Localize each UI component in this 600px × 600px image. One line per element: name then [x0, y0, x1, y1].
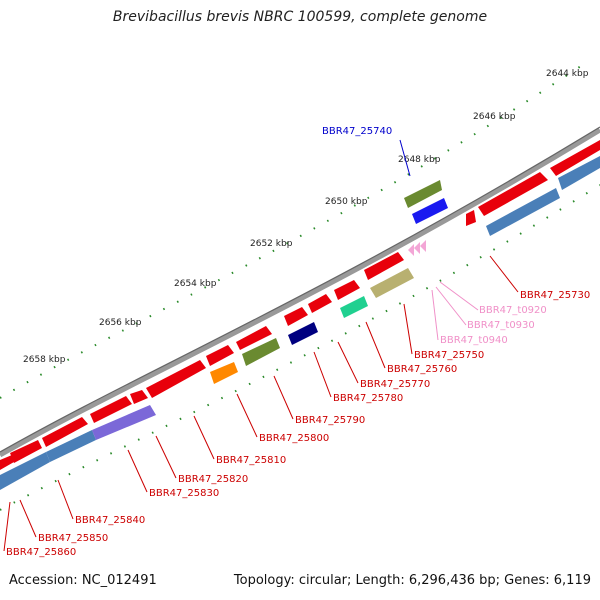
- gene-arrow[interactable]: [0, 455, 14, 470]
- gene-block-green[interactable]: [340, 296, 368, 318]
- gene-label[interactable]: BBR47_25810: [216, 455, 286, 466]
- gene-label-leader: [155, 435, 177, 479]
- gene-label[interactable]: BBR47_25750: [414, 350, 484, 361]
- gene-label-leader: [273, 375, 294, 420]
- gene-label-leader: [337, 341, 359, 384]
- gene-arrow[interactable]: [550, 140, 600, 176]
- feature-bar[interactable]: [486, 188, 560, 236]
- scale-label: 2654 kbp: [174, 279, 217, 289]
- gene-arrow[interactable]: [130, 390, 148, 404]
- gene-label[interactable]: BBR47_25730: [520, 290, 590, 301]
- genome-backbone: [0, 126, 600, 458]
- gene-block-olive2[interactable]: [242, 338, 280, 366]
- gene-label-leader: [489, 255, 519, 293]
- gene-label[interactable]: BBR47_25760: [387, 364, 457, 375]
- forward-genes[interactable]: [0, 140, 600, 470]
- gene-arrow[interactable]: [90, 396, 132, 423]
- gene-label[interactable]: BBR47_25770: [360, 379, 430, 390]
- gene-label[interactable]: BBR47_25780: [333, 393, 403, 404]
- scale-label: 2648 kbp: [398, 155, 441, 165]
- gene-arrow[interactable]: [364, 252, 404, 280]
- gene-arrow[interactable]: [466, 210, 476, 226]
- trna-marks[interactable]: [408, 240, 426, 256]
- gene-arrow[interactable]: [10, 440, 42, 463]
- map-title: Brevibacillus brevis NBRC 100599, comple…: [112, 9, 488, 25]
- scale-label: 2644 kbp: [546, 69, 589, 79]
- gene-label-leader: [399, 139, 411, 177]
- gene-block-olive[interactable]: [404, 180, 442, 208]
- gene-label[interactable]: BBR47_25850: [38, 533, 108, 544]
- gene-arrow[interactable]: [206, 345, 234, 366]
- feature-bar[interactable]: [92, 405, 156, 440]
- gene-label-leader: [313, 351, 332, 398]
- gene-arrow[interactable]: [284, 307, 308, 326]
- trna-arrow[interactable]: [414, 242, 420, 254]
- gene-label[interactable]: BBR47_t0920: [479, 305, 547, 316]
- gene-block-khaki[interactable]: [370, 268, 414, 298]
- gene-label-leader: [403, 303, 413, 355]
- gene-label[interactable]: BBR47_25790: [295, 415, 365, 426]
- gene-label[interactable]: BBR47_25740: [322, 126, 392, 137]
- gene-label-leader: [365, 321, 386, 369]
- gene-label-leader: [193, 415, 215, 460]
- gene-arrow[interactable]: [236, 326, 272, 350]
- accession-text: Accession: NC_012491: [9, 573, 157, 588]
- gene-arrow[interactable]: [308, 294, 332, 313]
- scale-label: 2658 kbp: [23, 355, 66, 365]
- gene-label[interactable]: BBR47_25840: [75, 515, 145, 526]
- gene-label-leader: [431, 289, 439, 341]
- gene-block-navy[interactable]: [288, 322, 318, 345]
- gene-label-leader: [435, 286, 467, 326]
- gene-block-orange[interactable]: [210, 362, 238, 384]
- gene-label-leader: [19, 499, 37, 538]
- feature-bar[interactable]: [46, 430, 96, 462]
- scale-label: 2656 kbp: [99, 318, 142, 328]
- gene-label[interactable]: BBR47_25820: [178, 474, 248, 485]
- gene-label-leader: [57, 479, 74, 520]
- feature-bar[interactable]: [558, 156, 600, 190]
- gene-label[interactable]: BBR47_t0940: [440, 335, 508, 346]
- gene-label-leader: [3, 501, 11, 552]
- trna-arrow[interactable]: [420, 240, 426, 252]
- gene-labels: BBR47_25740 BBR47_25730 BBR47_t0920 BBR47_t…: [3, 126, 590, 558]
- scale-label: 2646 kbp: [473, 112, 516, 122]
- feature-bar[interactable]: [0, 452, 50, 490]
- scale-label: 2650 kbp: [325, 197, 368, 207]
- reverse-features[interactable]: [0, 156, 600, 490]
- scale-label: 2652 kbp: [250, 239, 293, 249]
- gene-label-leader: [236, 393, 258, 438]
- gene-label-leader: [127, 449, 148, 493]
- gene-label[interactable]: BBR47_25800: [259, 433, 329, 444]
- topology-stats: Topology: circular; Length: 6,296,436 bp…: [233, 573, 591, 588]
- colored-genes[interactable]: [210, 180, 448, 384]
- trna-arrow[interactable]: [408, 244, 414, 256]
- gene-arrow[interactable]: [42, 417, 88, 447]
- gene-label[interactable]: BBR47_25830: [149, 488, 219, 499]
- gene-arrow[interactable]: [478, 172, 548, 216]
- gene-arrow[interactable]: [334, 280, 360, 300]
- gene-label[interactable]: BBR47_25860: [6, 547, 76, 558]
- gene-label-leader: [439, 281, 479, 311]
- gene-arrow[interactable]: [146, 360, 206, 398]
- gene-block-blue[interactable]: [412, 198, 448, 224]
- scale-labels: 2644 kbp 2646 kbp 2648 kbp 2650 kbp 2652 kbp…: [23, 69, 589, 365]
- gene-label[interactable]: BBR47_t0930: [467, 320, 535, 331]
